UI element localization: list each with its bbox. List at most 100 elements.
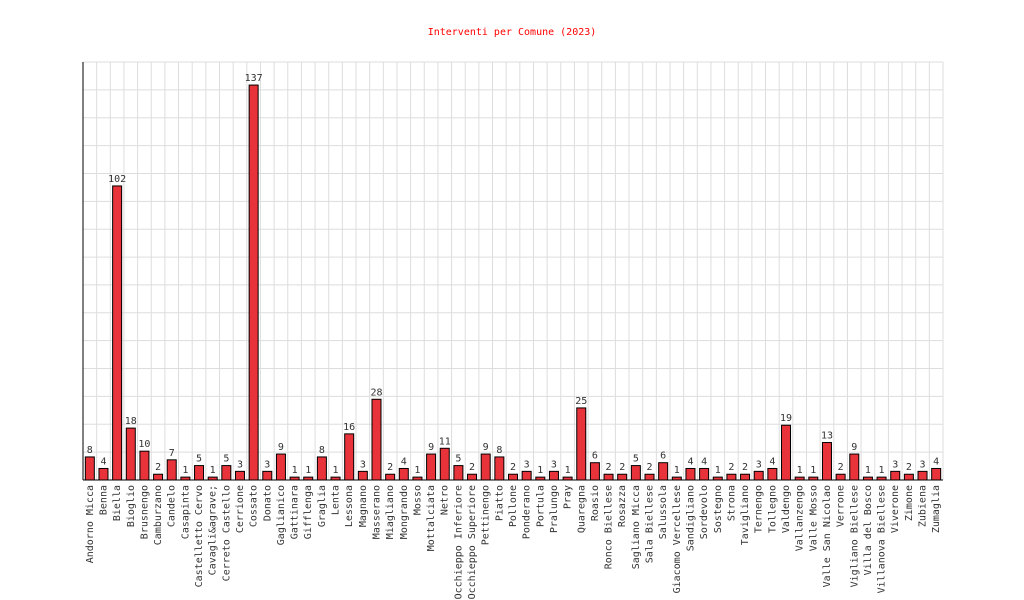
bar-value-label: 11 [439, 436, 451, 447]
bar-value-label: 9 [851, 442, 857, 453]
bar [521, 470, 532, 481]
bar-value-label: 3 [920, 459, 926, 470]
category-label: Salussola [658, 485, 669, 539]
category-label: Sala Biellese [645, 485, 656, 563]
category-labels: Andorno Micca Benna Biella Bioglio Brusnengo… [85, 485, 942, 599]
bar [194, 465, 205, 481]
bar [617, 473, 628, 481]
category-label: Cavagli&agrave; [208, 485, 219, 575]
bar [890, 470, 901, 481]
bar-value-label: 2 [619, 462, 625, 473]
bar-value-label: 1 [565, 465, 571, 476]
bar-value-label: 5 [633, 454, 639, 465]
category-label: Sandigliano [685, 485, 696, 551]
bar [917, 470, 928, 481]
axes [82, 62, 943, 481]
category-label: Giacomo Vercellese [672, 485, 683, 593]
bar [371, 398, 382, 481]
category-label: Piatto [494, 485, 505, 521]
bar [767, 467, 778, 481]
bar-value-label: 2 [646, 462, 652, 473]
category-label: Sostegno [713, 485, 724, 533]
bar-value-label: 137 [245, 73, 263, 84]
category-label: Gaglianico [276, 485, 287, 545]
bar [644, 473, 655, 481]
bar-value-label: 1 [414, 465, 420, 476]
bar [234, 470, 245, 481]
category-label: Donato [262, 485, 273, 521]
category-label: Biella [112, 485, 123, 521]
bar [262, 470, 273, 481]
category-label: Miagliano [385, 485, 396, 539]
category-label: Valle San Nicolao [822, 485, 833, 587]
bar-value-label: 1 [182, 465, 188, 476]
category-label: Masserano [371, 485, 382, 539]
category-label: Valdengo [781, 485, 792, 533]
bar-value-label: 2 [606, 462, 612, 473]
bar [835, 473, 846, 481]
bar-value-label: 4 [933, 456, 939, 467]
bar [699, 467, 710, 481]
bar-value-label: 16 [343, 422, 355, 433]
bar-value-label: 13 [821, 431, 833, 442]
bar [344, 433, 355, 481]
category-label: Ronco Biellese [604, 485, 615, 569]
bar [221, 465, 232, 481]
bar [548, 470, 559, 481]
bar-value-label: 102 [108, 174, 126, 185]
category-label: Brusnengo [139, 485, 150, 539]
bar-value-label: 2 [469, 462, 475, 473]
bar-value-label: 2 [510, 462, 516, 473]
bar-value-label: 1 [715, 465, 721, 476]
category-label: Vigliano Biellese [849, 485, 860, 587]
gridlines [82, 61, 944, 481]
bar [931, 467, 942, 481]
category-label: Pralungo [549, 485, 560, 533]
bar-value-label: 2 [728, 462, 734, 473]
bar [112, 185, 123, 481]
category-label: Bioglio [126, 485, 137, 527]
bar [125, 427, 136, 481]
category-label: Pettinengo [481, 485, 492, 545]
bar-value-label: 1 [210, 465, 216, 476]
category-label: Occhieppo Superiore [467, 485, 478, 599]
category-label: Cerreto Castello [221, 485, 232, 581]
bar-value-label: 8 [319, 445, 325, 456]
bar-value-label: 5 [223, 454, 229, 465]
bar-value-label: 1 [292, 465, 298, 476]
bar-value-label: 28 [370, 387, 382, 398]
bar [153, 473, 164, 481]
bar [603, 473, 614, 481]
category-label: Strona [726, 485, 737, 521]
category-label: Cerrione [235, 485, 246, 533]
category-label: Camburzano [153, 485, 164, 545]
bar-value-label: 3 [551, 459, 557, 470]
bar-value-label: 1 [333, 465, 339, 476]
bar-value-label: 1 [674, 465, 680, 476]
category-label: Gifflenga [303, 485, 314, 539]
bar [98, 467, 109, 481]
category-label: Zubiena [918, 485, 929, 527]
bar-value-label: 18 [125, 416, 137, 427]
bar [385, 473, 396, 481]
bar-value-label: 2 [387, 462, 393, 473]
category-label: Portula [535, 485, 546, 527]
bar-value-label: 1 [879, 465, 885, 476]
bar [685, 467, 696, 481]
category-label: Castelletto Cervo [194, 485, 205, 587]
bar-value-label: 4 [100, 456, 106, 467]
bar-value-label: 5 [196, 454, 202, 465]
bar [576, 407, 587, 481]
bar-value-label: 7 [169, 448, 175, 459]
category-label: Sordevolo [699, 485, 710, 539]
bars [84, 84, 942, 481]
bar-value-label: 3 [892, 459, 898, 470]
bar [589, 462, 600, 481]
category-label: Zimone [904, 485, 915, 521]
category-label: Villa del Bosco [863, 485, 874, 575]
bar-value-label: 2 [838, 462, 844, 473]
bar [357, 470, 368, 481]
bar [726, 473, 737, 481]
category-label: Roasio [590, 485, 601, 521]
category-label: Cossato [249, 485, 260, 527]
